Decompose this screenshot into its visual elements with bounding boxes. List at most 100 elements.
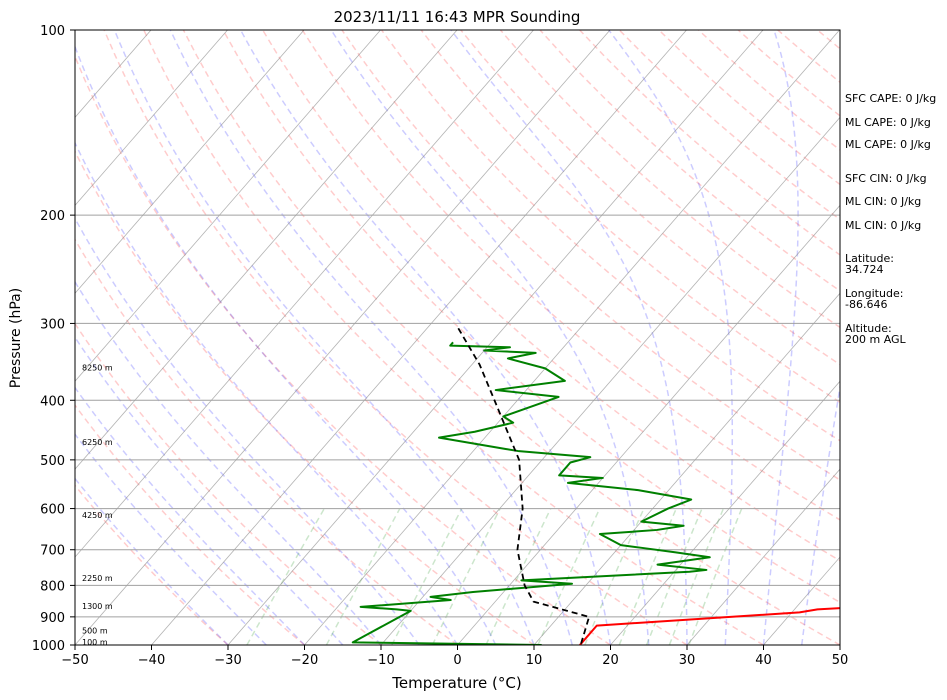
- x-axis-label: Temperature (°C): [391, 674, 521, 692]
- moist-adiabat: [75, 386, 306, 645]
- x-tick-label: 0: [453, 653, 461, 668]
- moist-adiabat: [75, 216, 420, 645]
- moist-adiabat: [75, 141, 459, 645]
- x-tick-label: −20: [291, 653, 318, 668]
- moist-adiabat: [330, 30, 650, 645]
- x-tick-label: 50: [832, 653, 849, 668]
- ml-cape-text-2: ML CAPE: 0 J/kg: [845, 138, 931, 151]
- isotherm-line: [75, 30, 534, 558]
- x-tick-label: 10: [526, 653, 543, 668]
- dewpoint-trace: [351, 341, 711, 645]
- moist-adiabat: [239, 30, 612, 645]
- height-label: 1300 m: [82, 602, 113, 611]
- height-label: 500 m: [82, 627, 108, 636]
- moist-adiabat: [450, 30, 688, 645]
- y-tick-label: 500: [40, 454, 65, 469]
- moist-adiabat: [75, 44, 497, 645]
- y-axis-ticks: 1000 900 800 700 600 500 400 300 200 100: [32, 24, 75, 654]
- dry-adiabat: [103, 30, 688, 645]
- longitude-label: Longitude:: [845, 287, 904, 300]
- isotherm-line: [75, 30, 381, 382]
- x-tick-label: −30: [214, 653, 241, 668]
- mixing-ratio-line: [645, 508, 703, 645]
- y-tick-label: 1000: [32, 639, 65, 654]
- isotherm-line: [151, 30, 687, 645]
- ml-cin-text-2: ML CIN: 0 J/kg: [845, 219, 922, 232]
- mixing-ratio-line: [325, 508, 401, 645]
- mixing-ratio-line: [431, 508, 501, 645]
- x-tick-label: 30: [679, 653, 696, 668]
- isotherm-line: [380, 116, 840, 645]
- mixing-ratio-line: [391, 508, 463, 645]
- height-labels: 100 m 500 m 1300 m 2250 m 4250 m 6250 m 8250 m: [82, 363, 113, 646]
- dry-adiabat: [75, 149, 535, 645]
- moist-adiabat: [75, 336, 344, 645]
- isotherm-line: [304, 30, 840, 645]
- x-tick-label: 20: [602, 653, 619, 668]
- y-tick-label: 200: [40, 209, 65, 224]
- dry-adiabat: [341, 30, 840, 481]
- height-label: 4250 m: [82, 511, 113, 520]
- y-tick-label: 300: [40, 317, 65, 332]
- y-tick-label: 700: [40, 544, 65, 559]
- y-tick-label: 100: [40, 24, 65, 39]
- height-label: 2250 m: [82, 574, 113, 583]
- y-tick-label: 400: [40, 394, 65, 409]
- x-tick-label: −10: [367, 653, 394, 668]
- background-lines: [75, 30, 840, 645]
- moist-adiabat: [75, 433, 267, 645]
- ml-cin-text: ML CIN: 0 J/kg: [845, 195, 922, 208]
- moist-adiabat: [169, 30, 573, 645]
- dry-adiabat: [182, 30, 840, 645]
- isotherm-line: [75, 30, 228, 206]
- dry-adiabat: [539, 30, 840, 292]
- dry-adiabat: [499, 30, 840, 329]
- moist-adiabat: [75, 477, 229, 645]
- isotherm-line: [75, 30, 458, 470]
- x-tick-label: 40: [755, 653, 772, 668]
- isotherm-line: [686, 468, 840, 645]
- longitude-value: -86.646: [845, 298, 888, 311]
- isotherm-line: [227, 30, 764, 645]
- longitude-block: Longitude: -86.646: [845, 288, 903, 310]
- dry-adiabat: [262, 30, 840, 562]
- x-tick-label: −50: [61, 653, 88, 668]
- isotherm-line: [75, 30, 611, 645]
- sfc-cape-text: SFC CAPE: 0 J/kg: [845, 92, 937, 105]
- sounding-traces: [351, 327, 840, 645]
- altitude-block: Altitude: 200 m AGL: [845, 323, 906, 345]
- y-tick-label: 800: [40, 579, 65, 594]
- latitude-block: Latitude: 34.724: [845, 253, 894, 275]
- isotherm-line: [457, 204, 840, 645]
- dry-adiabat: [460, 30, 840, 366]
- latitude-value: 34.724: [845, 263, 884, 276]
- dry-adiabat: [75, 238, 458, 645]
- height-label: 100 m: [82, 638, 108, 647]
- altitude-value: 200 m AGL: [845, 333, 906, 346]
- y-tick-label: 600: [40, 503, 65, 518]
- latitude-label: Latitude:: [845, 252, 894, 265]
- ml-cape-text: ML CAPE: 0 J/kg: [845, 116, 931, 129]
- altitude-label: Altitude:: [845, 322, 892, 335]
- height-label: 6250 m: [82, 438, 113, 447]
- moist-adiabat: [608, 30, 734, 645]
- x-axis-ticks: −50 −40 −30 −20 −10 0 10 20 30 40 50: [61, 645, 848, 668]
- isotherm-line: [75, 30, 305, 294]
- x-tick-label: −40: [138, 653, 165, 668]
- dry-adiabat: [222, 30, 840, 604]
- dry-adiabat: [75, 484, 229, 645]
- moist-adiabat: [762, 30, 799, 645]
- dry-adiabat: [301, 30, 840, 521]
- isotherm-line: [533, 292, 840, 645]
- isotherm-line: [610, 380, 840, 645]
- parcel-trace: [457, 327, 590, 644]
- y-tick-label: 900: [40, 611, 65, 626]
- dry-adiabat: [143, 30, 764, 645]
- temperature-trace: [579, 607, 840, 645]
- moist-adiabat: [113, 30, 535, 645]
- sfc-cin-text: SFC CIN: 0 J/kg: [845, 172, 927, 185]
- y-axis-label: Pressure (hPa): [8, 288, 24, 388]
- moist-adiabat: [801, 382, 840, 645]
- chart-title: 2023/11/11 16:43 MPR Sounding: [334, 8, 581, 26]
